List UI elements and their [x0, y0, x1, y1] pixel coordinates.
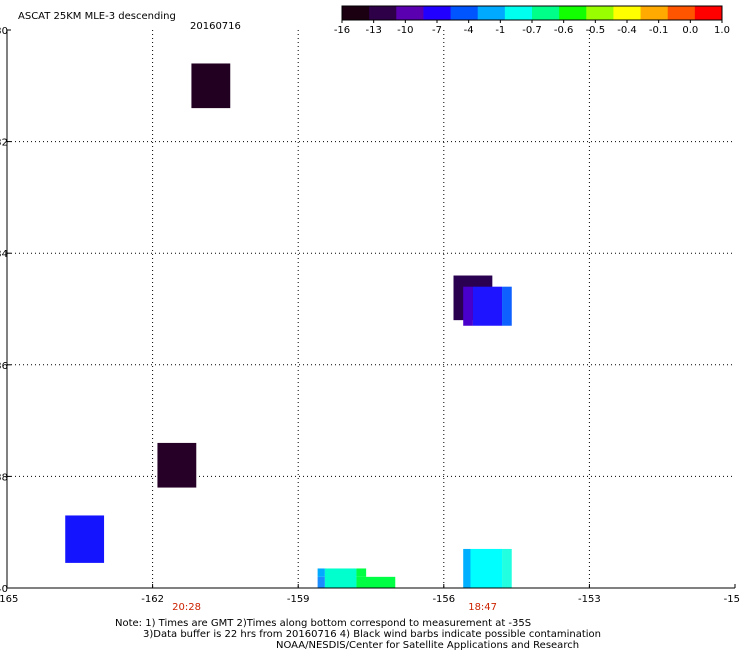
colorbar-label: -10 — [397, 25, 413, 36]
x-axis: -165 -162 -159 -156 -153 -150 — [0, 584, 740, 605]
colorbar-swatch — [369, 6, 397, 20]
x-tick-label: -165 — [0, 594, 18, 605]
data-cell — [472, 286, 503, 326]
x-tick-label: -159 — [287, 594, 310, 605]
colorbar-swatch — [559, 6, 587, 20]
data-cell — [502, 548, 512, 588]
data-cell — [65, 515, 105, 563]
colorbar-swatch — [613, 6, 642, 20]
data-cells — [65, 63, 512, 588]
colorbar-label: -0.4 — [617, 25, 637, 36]
y-tick-label: -34 — [0, 249, 8, 260]
colorbar-label: -0.5 — [586, 25, 606, 36]
colorbar-label: -0.7 — [522, 25, 542, 36]
y-tick-label: -40 — [0, 584, 8, 595]
data-cell — [463, 286, 473, 326]
colorbar-swatch — [477, 6, 506, 20]
colorbar-swatch — [667, 6, 696, 20]
y-tick-label: -32 — [0, 138, 8, 149]
colorbar-swatch — [504, 6, 533, 20]
colorbar-swatch — [694, 6, 723, 20]
data-cell — [463, 548, 471, 588]
colorbar-label: 1.0 — [714, 25, 730, 36]
colorbar-swatch — [532, 6, 560, 20]
colorbar-label: -7 — [432, 25, 442, 36]
colorbar-swatch — [342, 6, 370, 20]
colorbar-swatch — [586, 6, 614, 20]
colorbar-label: -0.1 — [649, 25, 669, 36]
colorbar-swatch — [423, 6, 452, 20]
time-labels: 20:28 18:47 — [172, 602, 497, 613]
y-tick-label: -36 — [0, 361, 8, 372]
plot-frame — [6, 30, 735, 589]
colorbar-label: -0.6 — [554, 25, 574, 36]
data-cell — [356, 568, 367, 577]
note-line-3: NOAA/NESDIS/Center for Satellite Applica… — [276, 640, 579, 650]
x-tick-label: -153 — [578, 594, 601, 605]
colorbar-label: -13 — [365, 25, 381, 36]
colorbar-label: 0.0 — [682, 25, 698, 36]
time-label: 20:28 — [172, 602, 201, 613]
time-label: 18:47 — [468, 602, 497, 613]
y-axis: -30 -32 -34 -36 -38 -40 — [0, 26, 11, 595]
data-cell — [502, 286, 512, 326]
chart-date: 20160716 — [190, 21, 241, 32]
y-tick-label: -38 — [0, 472, 8, 483]
colorbar-swatch — [450, 6, 479, 20]
data-cell — [470, 548, 503, 588]
colorbar-swatch — [396, 6, 424, 20]
colorbar-swatch — [640, 6, 669, 20]
x-tick-label: -156 — [432, 594, 455, 605]
colorbar-label: -16 — [334, 25, 350, 36]
data-cell — [157, 442, 197, 488]
note-line-1: Note: 1) Times are GMT 2)Times along bot… — [115, 618, 531, 629]
x-tick-label: -162 — [141, 594, 164, 605]
chart-title: ASCAT 25KM MLE-3 descending — [18, 11, 176, 22]
data-cell — [324, 568, 357, 588]
data-cell — [317, 568, 325, 577]
y-tick-label: -30 — [0, 26, 8, 37]
data-cell — [191, 63, 231, 109]
colorbar: -16 -13 -10 -7 -4 -1 -0.7 -0.6 -0.5 -0.4 -0.1 0.0 1.… — [334, 5, 730, 36]
x-tick-label: -150 — [724, 594, 740, 605]
colorbar-label: -4 — [464, 25, 474, 36]
colorbar-label: -1 — [495, 25, 505, 36]
grid — [7, 30, 735, 588]
data-cell — [317, 576, 325, 588]
data-cell — [356, 576, 396, 588]
note-line-2: 3)Data buffer is 22 hrs from 20160716 4)… — [143, 629, 601, 640]
